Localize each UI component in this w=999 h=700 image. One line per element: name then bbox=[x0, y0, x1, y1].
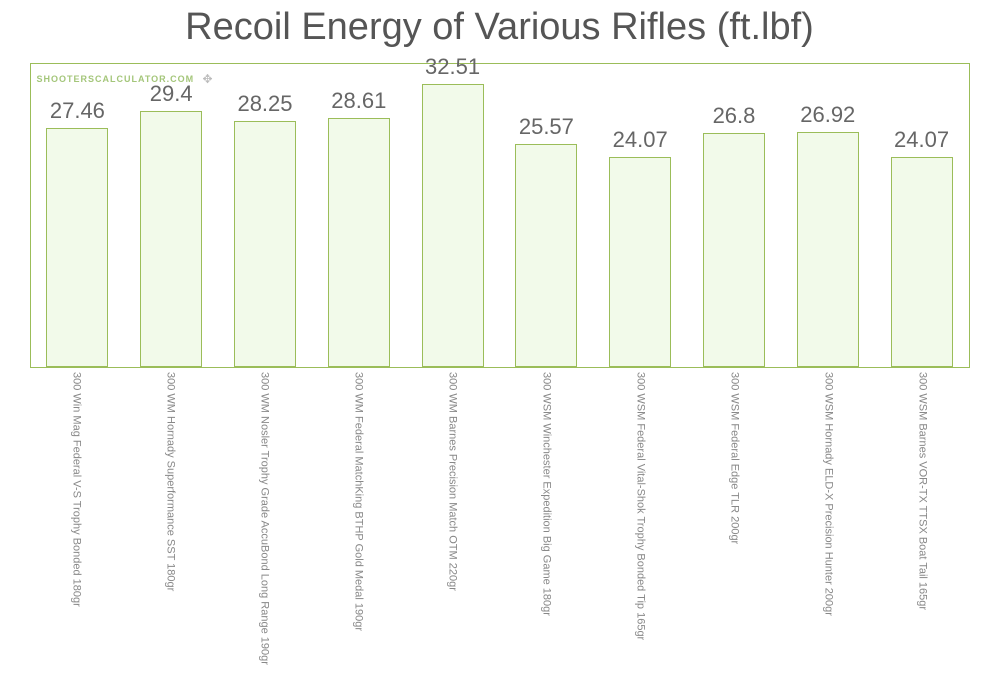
x-labels-container: 300 Win Mag Federal V-S Trophy Bonded 18… bbox=[30, 372, 970, 665]
x-label-cell: 300 WM Hornady Superformance SST 180gr bbox=[124, 372, 218, 665]
bar-value: 26.8 bbox=[687, 103, 781, 129]
bar bbox=[422, 84, 484, 367]
bar-wrap: 24.07 bbox=[875, 64, 969, 367]
x-label: 300 WSM Winchester Expedition Big Game 1… bbox=[541, 372, 553, 665]
x-label-cell: 300 WSM Hornady ELD-X Precision Hunter 2… bbox=[782, 372, 876, 665]
x-label: 300 WSM Federal Vital-Shok Trophy Bonded… bbox=[635, 372, 647, 665]
bar-wrap: 29.4 bbox=[124, 64, 218, 367]
x-label-cell: 300 WM Nosler Trophy Grade AccuBond Long… bbox=[218, 372, 312, 665]
x-label-cell: 300 WSM Barnes VOR-TX TTSX Boat Tail 165… bbox=[876, 372, 970, 665]
x-label-cell: 300 WSM Federal Edge TLR 200gr bbox=[688, 372, 782, 665]
x-label-cell: 300 WM Federal MatchKing BTHP Gold Medal… bbox=[312, 372, 406, 665]
bar bbox=[515, 144, 577, 367]
bar-value: 28.25 bbox=[218, 91, 312, 117]
bar-value: 24.07 bbox=[593, 127, 687, 153]
bar-value: 25.57 bbox=[499, 114, 593, 140]
x-label: 300 Win Mag Federal V-S Trophy Bonded 18… bbox=[71, 372, 83, 665]
bar-value: 28.61 bbox=[312, 88, 406, 114]
bar-wrap: 26.92 bbox=[781, 64, 875, 367]
x-label: 300 WM Federal MatchKing BTHP Gold Medal… bbox=[353, 372, 365, 665]
bar bbox=[609, 157, 671, 367]
bar-value: 24.07 bbox=[875, 127, 969, 153]
x-label-cell: 300 WM Barnes Precision Match OTM 220gr bbox=[406, 372, 500, 665]
bar bbox=[46, 128, 108, 367]
x-label-cell: 300 Win Mag Federal V-S Trophy Bonded 18… bbox=[30, 372, 124, 665]
x-label: 300 WM Hornady Superformance SST 180gr bbox=[165, 372, 177, 665]
bars-container: 27.4629.428.2528.6132.5125.5724.0726.826… bbox=[31, 64, 969, 367]
bar bbox=[140, 111, 202, 367]
bar-wrap: 32.51 bbox=[406, 64, 500, 367]
bar-wrap: 25.57 bbox=[499, 64, 593, 367]
bar-value: 29.4 bbox=[124, 81, 218, 107]
x-label: 300 WM Barnes Precision Match OTM 220gr bbox=[447, 372, 459, 665]
x-label: 300 WSM Federal Edge TLR 200gr bbox=[729, 372, 741, 665]
bar bbox=[328, 118, 390, 367]
chart-title: Recoil Energy of Various Rifles (ft.lbf) bbox=[0, 0, 999, 49]
bar bbox=[234, 121, 296, 367]
bar-wrap: 27.46 bbox=[31, 64, 125, 367]
bar-value: 26.92 bbox=[781, 102, 875, 128]
bar-wrap: 28.25 bbox=[218, 64, 312, 367]
chart-plot-area: SHOOTERSCALCULATOR.COM ✥ 27.4629.428.252… bbox=[30, 63, 970, 368]
bar-value: 32.51 bbox=[406, 54, 500, 80]
x-label: 300 WSM Hornady ELD-X Precision Hunter 2… bbox=[823, 372, 835, 665]
bar-wrap: 26.8 bbox=[687, 64, 781, 367]
x-label-cell: 300 WSM Winchester Expedition Big Game 1… bbox=[500, 372, 594, 665]
x-label-cell: 300 WSM Federal Vital-Shok Trophy Bonded… bbox=[594, 372, 688, 665]
x-label: 300 WSM Barnes VOR-TX TTSX Boat Tail 165… bbox=[917, 372, 929, 665]
bar bbox=[891, 157, 953, 367]
bar bbox=[703, 133, 765, 367]
bar-wrap: 24.07 bbox=[593, 64, 687, 367]
bar-value: 27.46 bbox=[31, 98, 125, 124]
bar bbox=[797, 132, 859, 367]
x-label: 300 WM Nosler Trophy Grade AccuBond Long… bbox=[259, 372, 271, 665]
bar-wrap: 28.61 bbox=[312, 64, 406, 367]
